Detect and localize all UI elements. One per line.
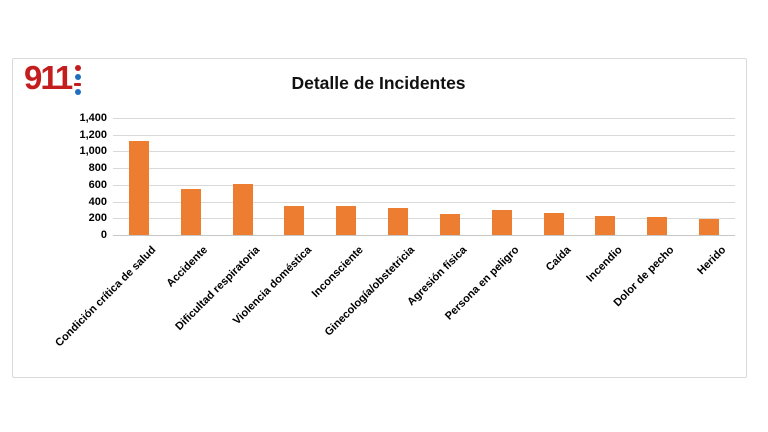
911-logo-dots-icon — [74, 65, 82, 95]
911-logo-text: 911 — [24, 59, 73, 96]
logo-red-bar-icon — [74, 83, 82, 86]
bar-3 — [232, 184, 253, 235]
bar-1 — [128, 140, 149, 235]
bar-9 — [543, 212, 564, 235]
y-axis-tick-label: 400 — [88, 195, 107, 208]
gridline — [113, 218, 735, 220]
gridline — [113, 184, 735, 186]
y-axis-tick-label: 600 — [88, 178, 107, 191]
bar-10 — [595, 215, 616, 235]
logo-blue-dot-icon — [74, 89, 81, 95]
y-axis-tick-label: 800 — [88, 162, 107, 175]
y-axis-tick-label: 1,000 — [79, 145, 107, 158]
logo-red-dot-icon — [74, 65, 81, 71]
gridline — [113, 118, 735, 119]
bar-12 — [699, 218, 720, 235]
911-logo: 911 — [24, 59, 82, 96]
y-axis-tick-label: 1,200 — [79, 128, 107, 141]
chart-title: Detalle de Incidentes — [291, 73, 466, 93]
bar-11 — [647, 217, 668, 235]
bar-2 — [180, 189, 201, 235]
y-axis-tick-label: 0 — [100, 229, 107, 241]
bar-6 — [388, 208, 409, 235]
bar-8 — [491, 209, 512, 235]
x-axis-line — [113, 235, 735, 236]
gridline — [113, 151, 735, 153]
y-axis-tick-label: 200 — [88, 212, 107, 225]
bar-5 — [336, 205, 357, 235]
gridline — [113, 168, 735, 170]
gridline — [113, 201, 735, 203]
logo-blue-dot-icon — [74, 74, 81, 80]
bar-7 — [439, 213, 460, 235]
gridline — [113, 134, 735, 136]
bar-4 — [284, 205, 305, 235]
y-axis-tick-label: 1,400 — [79, 112, 107, 124]
